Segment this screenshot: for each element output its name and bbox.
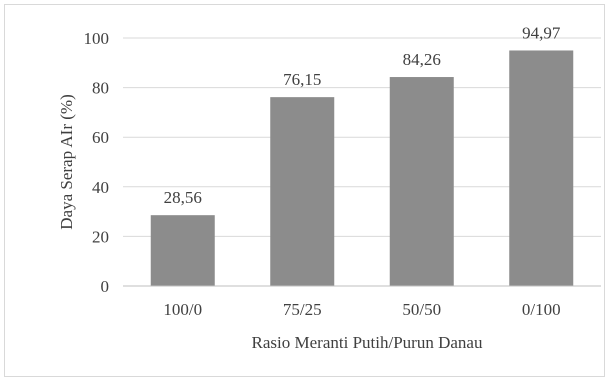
- y-axis-ticks: 0 20 40 60 80 100: [84, 29, 110, 296]
- y-tick-label: 80: [92, 79, 109, 98]
- data-label: 84,26: [403, 50, 441, 69]
- x-axis-title: Rasio Meranti Putih/Purun Danau: [252, 333, 483, 352]
- bar: [150, 215, 215, 286]
- bars: [150, 50, 574, 287]
- y-tick-label: 0: [101, 277, 110, 296]
- y-tick-label: 60: [92, 128, 109, 147]
- data-label: 28,56: [164, 188, 202, 207]
- y-axis-title: Daya Serap AIr (%): [57, 94, 76, 229]
- y-tick-label: 40: [92, 178, 109, 197]
- bar: [389, 77, 454, 286]
- x-tick-label: 100/0: [163, 300, 202, 319]
- y-tick-label: 20: [92, 227, 109, 246]
- data-label: 76,15: [283, 70, 321, 89]
- bar: [509, 50, 574, 287]
- data-label: 94,97: [522, 23, 561, 42]
- x-tick-label: 50/50: [402, 300, 441, 319]
- x-axis-ticks: 100/0 75/25 50/50 0/100: [163, 300, 560, 319]
- data-labels: 28,56 76,15 84,26 94,97: [164, 23, 561, 207]
- x-tick-label: 0/100: [522, 300, 561, 319]
- bar: [270, 97, 335, 286]
- x-tick-label: 75/25: [283, 300, 322, 319]
- y-tick-label: 100: [84, 29, 110, 48]
